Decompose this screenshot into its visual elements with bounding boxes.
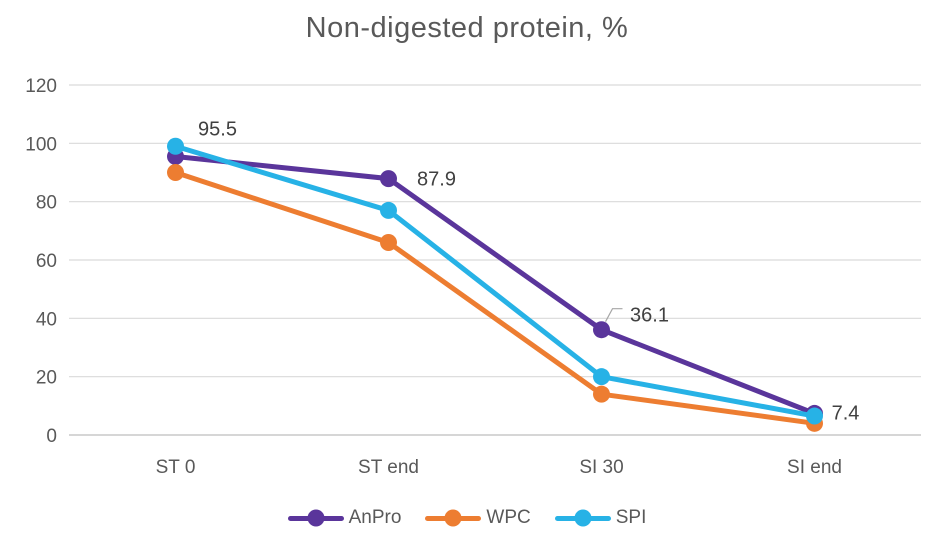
- y-tick-label: 40: [36, 309, 57, 330]
- y-tick-label: 100: [25, 134, 57, 155]
- series-line-spi: [173, 143, 817, 419]
- legend-label-spi: SPI: [615, 507, 647, 528]
- legend-dot-wpc-icon: [444, 509, 462, 527]
- data-point-spi: [380, 201, 397, 219]
- data-label: 87.9: [417, 169, 456, 191]
- data-point-spi: [806, 407, 823, 425]
- data-point-anpro: [593, 321, 610, 339]
- label-leader-line: [604, 308, 623, 322]
- legend-item-spi: SPI: [554, 507, 647, 529]
- y-tick-label: 80: [36, 193, 57, 214]
- y-tick-label: 0: [46, 426, 57, 447]
- series-line-wpc: [173, 170, 817, 426]
- data-label: 95.5: [198, 118, 237, 140]
- y-tick-label: 20: [36, 368, 57, 389]
- x-tick-label: SI end: [787, 457, 842, 478]
- x-tick-label: ST end: [358, 457, 419, 478]
- legend-label-wpc: WPC: [486, 507, 531, 528]
- x-tick-label: ST 0: [156, 457, 196, 478]
- data-label: 36.1: [630, 305, 669, 327]
- legend-dot-spi-icon: [574, 509, 592, 527]
- legend-dot-anpro-icon: [307, 509, 325, 527]
- series-line-anpro: [173, 153, 817, 416]
- chart-title: Non-digested protein, %: [305, 12, 629, 44]
- y-tick-label: 120: [25, 76, 57, 97]
- legend-marker-spi-icon: [554, 509, 611, 527]
- x-tick-label: SI 30: [579, 457, 623, 478]
- legend-item-anpro: AnPro: [287, 507, 402, 529]
- y-tick-label: 60: [36, 251, 57, 272]
- data-point-wpc: [593, 385, 610, 403]
- data-point-wpc: [380, 234, 397, 251]
- data-point-anpro: [380, 170, 397, 188]
- legend-marker-anpro-icon: [287, 509, 344, 527]
- legend-marker-wpc-icon: [425, 509, 482, 527]
- data-point-wpc: [167, 164, 184, 181]
- legend: AnPro WPC SPI: [0, 507, 934, 529]
- data-label: 7.4: [832, 402, 860, 424]
- legend-item-wpc: WPC: [425, 507, 531, 529]
- data-point-spi: [167, 137, 184, 155]
- data-point-spi: [593, 368, 610, 386]
- legend-label-anpro: AnPro: [348, 507, 402, 528]
